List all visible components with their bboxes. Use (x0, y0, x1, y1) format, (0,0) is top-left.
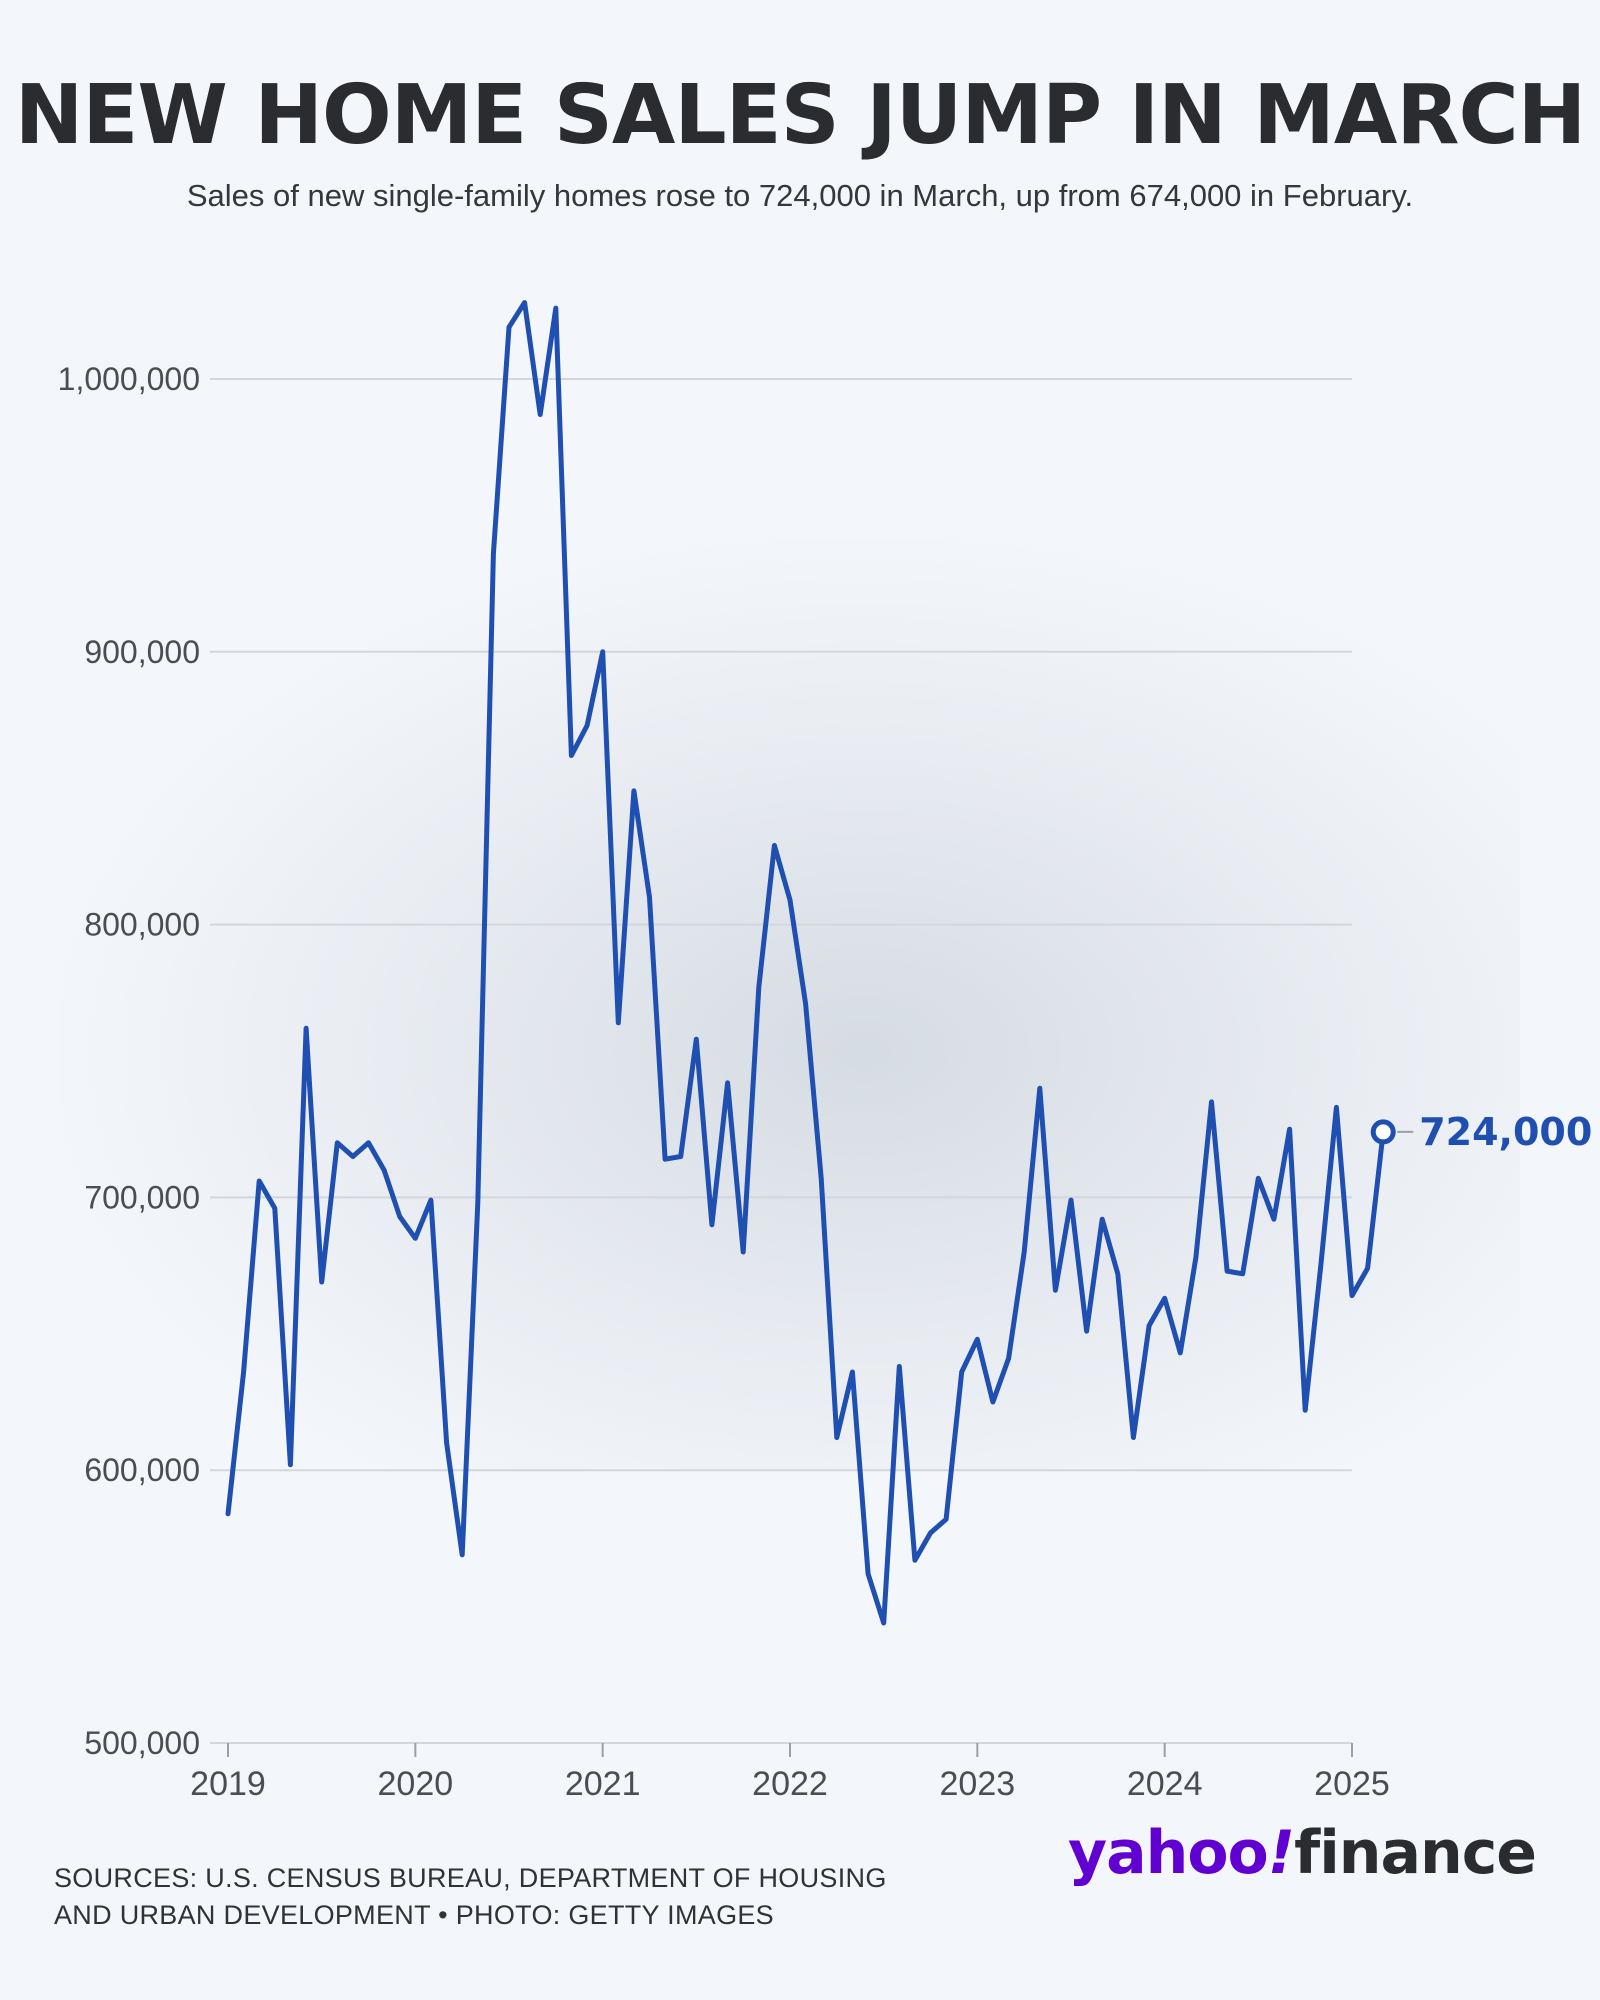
y-tick-label: 700,000 (84, 1179, 200, 1215)
x-tick-label: 2023 (940, 1765, 1016, 1800)
sources-line-2: AND URBAN DEVELOPMENT • PHOTO: GETTY IMA… (54, 1900, 774, 1930)
y-tick-label: 600,000 (84, 1452, 200, 1488)
yahoo-finance-logo: yahoo!finance (1068, 1818, 1537, 1908)
last-point-marker (1370, 1119, 1396, 1145)
y-tick-label: 800,000 (84, 907, 200, 943)
x-tick-label: 2025 (1314, 1765, 1390, 1800)
end-label-group: 724,000 (1370, 1110, 1592, 1154)
series-layer (225, 300, 1386, 1626)
line-chart: 500,000 600,000 700,000 800,000 900,000 1,000… (58, 300, 1592, 1800)
y-tick-label: 900,000 (84, 634, 200, 670)
x-axis: 2019 2020 2021 2022 2023 2024 2025 (190, 1743, 1390, 1800)
logo-finance-text: finance (1294, 1818, 1537, 1888)
x-tick-label: 2022 (752, 1765, 828, 1800)
x-tick-label: 2024 (1127, 1765, 1203, 1800)
end-value-label: 724,000 (1419, 1110, 1592, 1154)
page-subtitle: Sales of new single-family homes rose to… (186, 178, 1414, 213)
y-tick-label: 500,000 (84, 1725, 200, 1761)
y-axis-ticks: 500,000 600,000 700,000 800,000 900,000 1,000… (58, 361, 200, 1761)
background-photo (60, 540, 1520, 1470)
x-tick-label: 2019 (190, 1765, 266, 1800)
sources-note: SOURCES: U.S. CENSUS BUREAU, DEPARTMENT … (54, 1860, 954, 1934)
x-tick-label: 2021 (565, 1765, 641, 1800)
logo-bang: ! (1267, 1818, 1295, 1888)
series-line (225, 300, 1386, 1626)
sources-line-1: SOURCES: U.S. CENSUS BUREAU, DEPARTMENT … (54, 1863, 887, 1893)
x-tick-label: 2020 (378, 1765, 454, 1800)
gridlines (210, 378, 1352, 1744)
page-title: NEW HOME SALES JUMP IN MARCH (14, 68, 1587, 163)
logo-yahoo-text: yahoo (1068, 1818, 1269, 1888)
y-tick-label: 1,000,000 (58, 361, 200, 397)
